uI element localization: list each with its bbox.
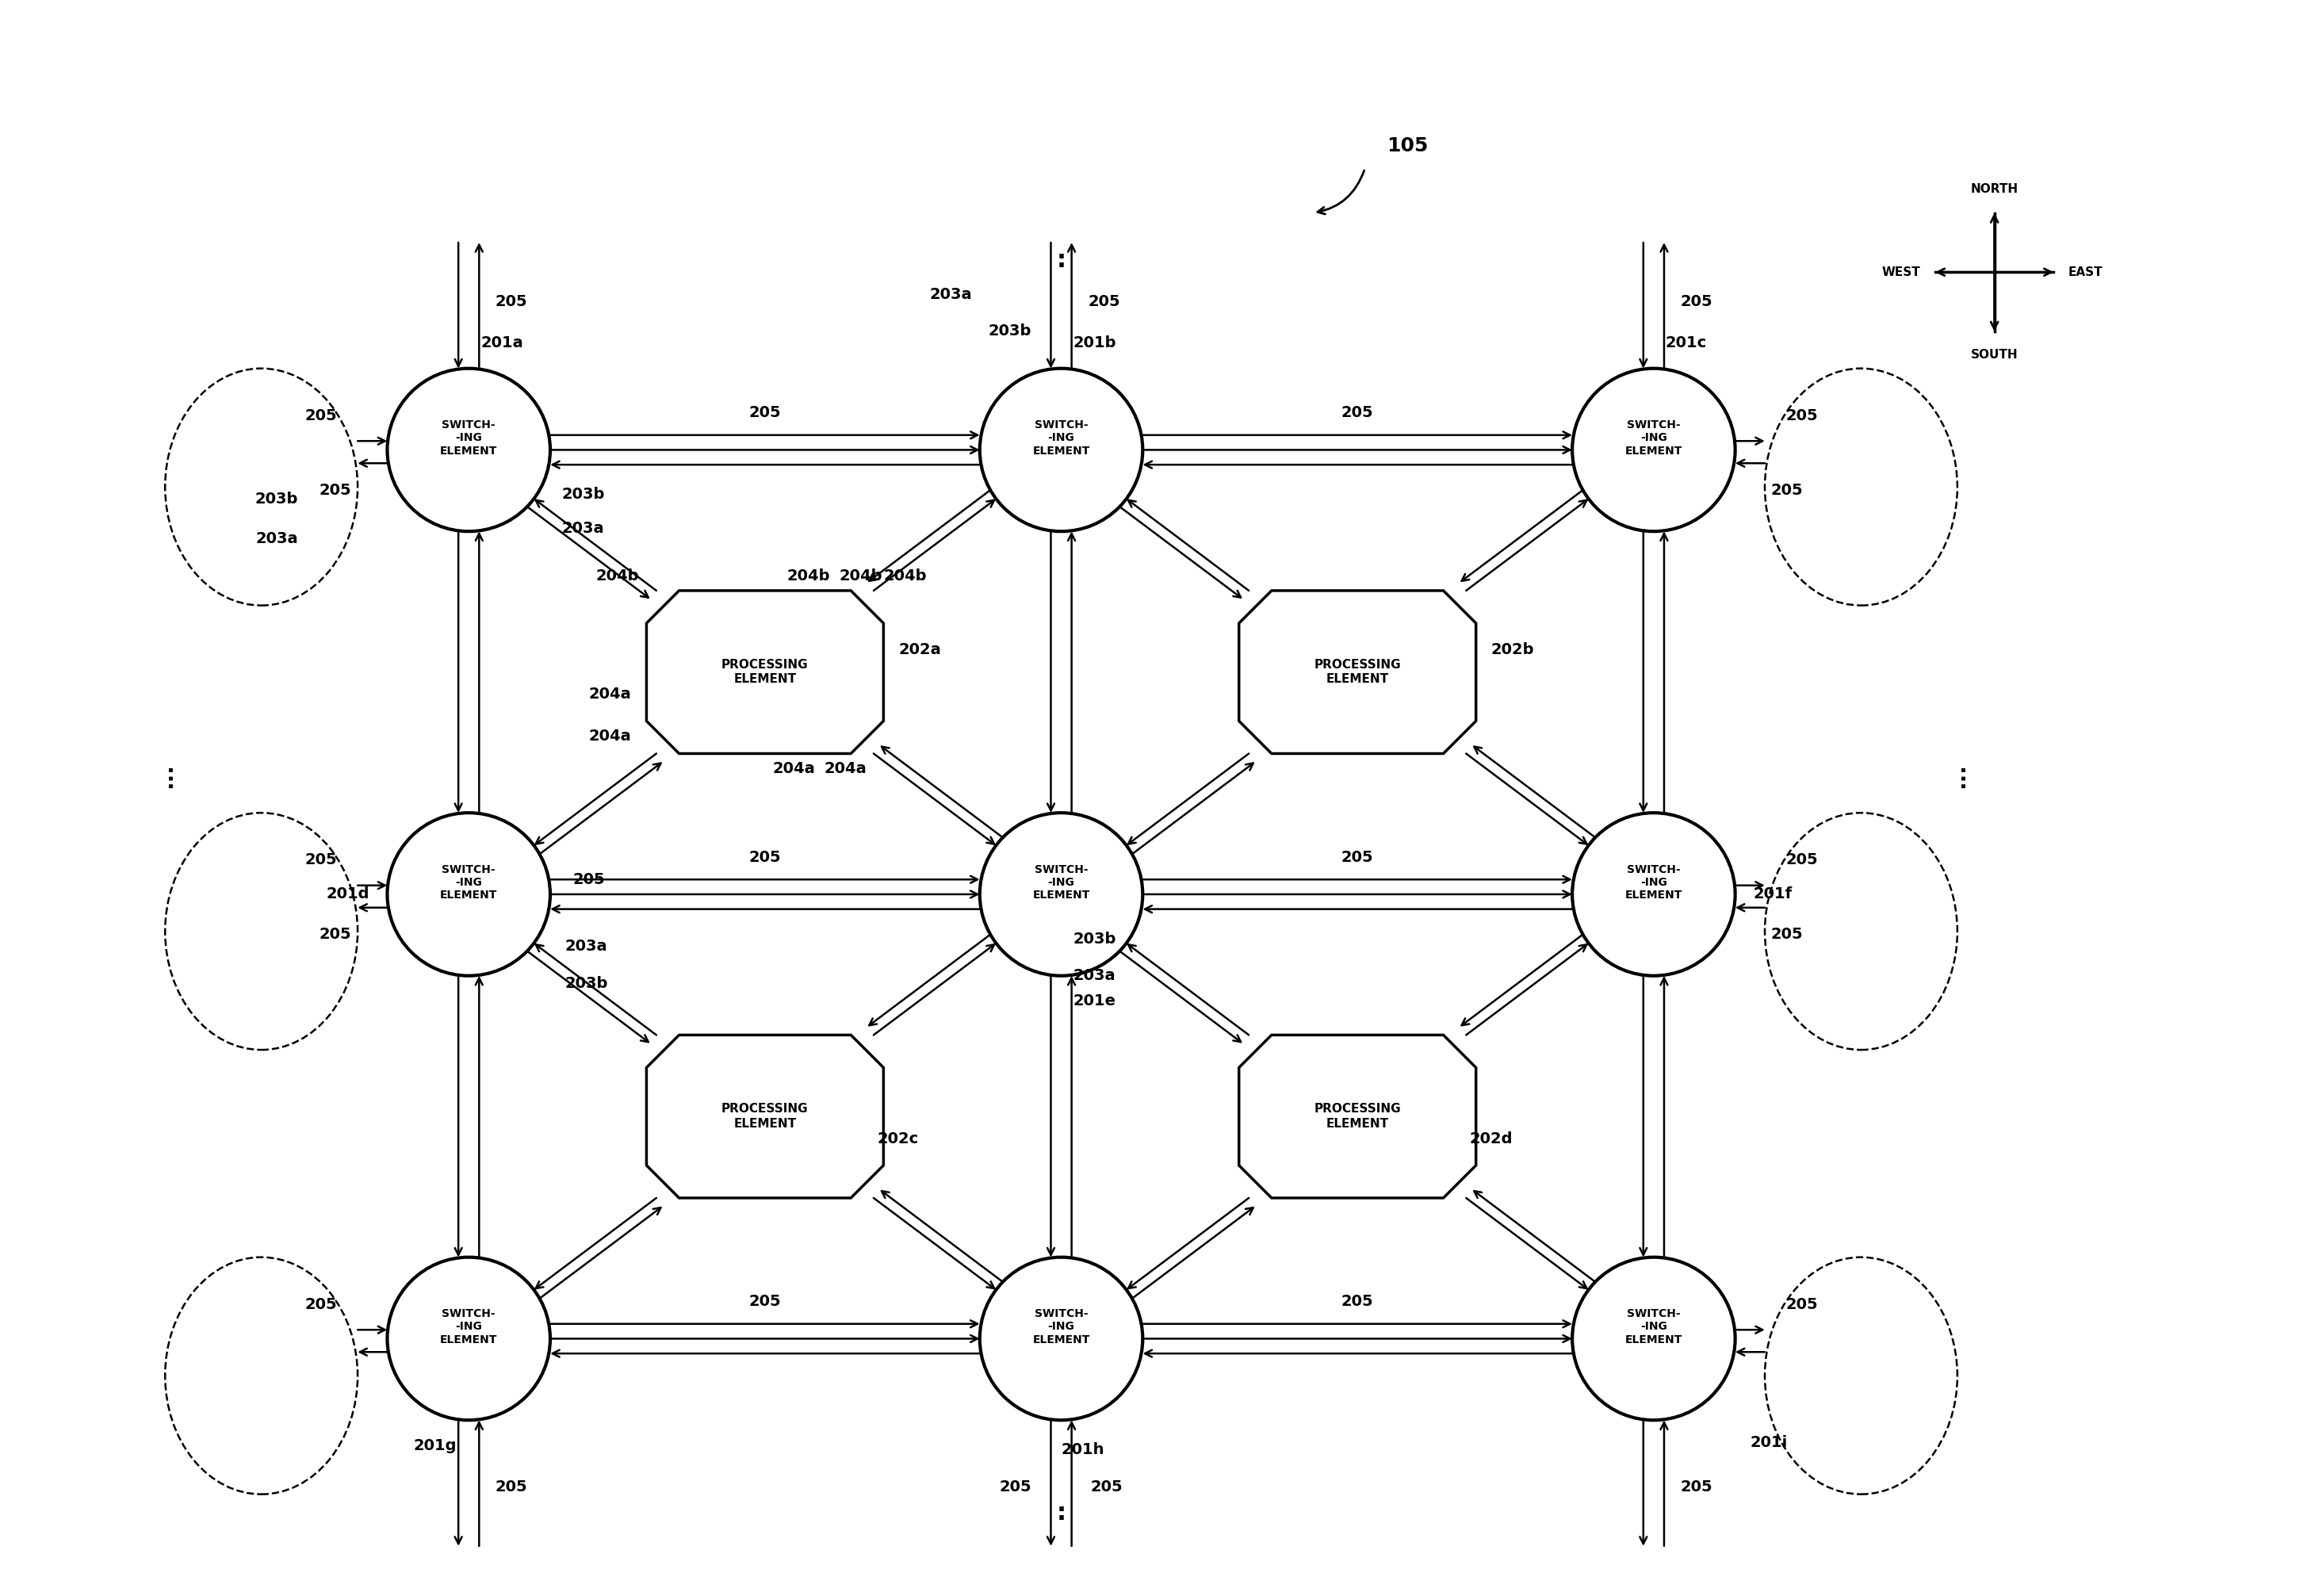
Circle shape — [1572, 1258, 1736, 1420]
Text: 204a: 204a — [588, 728, 632, 744]
Text: 205: 205 — [1000, 1479, 1032, 1494]
Text: 204a: 204a — [824, 761, 866, 776]
Text: 205: 205 — [572, 871, 604, 887]
Text: EAST: EAST — [2070, 267, 2102, 278]
Text: 205: 205 — [319, 927, 352, 942]
Text: SWITCH-
-ING
ELEMENT: SWITCH- -ING ELEMENT — [1032, 863, 1090, 900]
Text: 204b: 204b — [884, 568, 926, 583]
Polygon shape — [1239, 1036, 1477, 1199]
Text: 202b: 202b — [1491, 642, 1535, 658]
Text: 205: 205 — [748, 849, 780, 865]
Text: 105: 105 — [1387, 137, 1428, 156]
Text: 205: 205 — [1785, 409, 1817, 423]
Text: ...: ... — [1947, 763, 1968, 788]
Text: SWITCH-
-ING
ELEMENT: SWITCH- -ING ELEMENT — [440, 420, 498, 456]
Text: 202c: 202c — [877, 1132, 919, 1146]
Text: PROCESSING
ELEMENT: PROCESSING ELEMENT — [1315, 659, 1401, 685]
Text: 201e: 201e — [1074, 994, 1116, 1009]
Text: 205: 205 — [1785, 852, 1817, 868]
Text: 201i: 201i — [1750, 1435, 1787, 1451]
Polygon shape — [646, 591, 884, 753]
Text: 204b: 204b — [595, 568, 639, 583]
Circle shape — [979, 1258, 1144, 1420]
Text: 205: 205 — [1771, 927, 1803, 942]
Text: SWITCH-
-ING
ELEMENT: SWITCH- -ING ELEMENT — [440, 863, 498, 900]
Text: SWITCH-
-ING
ELEMENT: SWITCH- -ING ELEMENT — [1625, 863, 1683, 900]
Text: 201b: 201b — [1074, 335, 1116, 351]
Text: SOUTH: SOUTH — [1970, 350, 2019, 361]
Text: 205: 205 — [1088, 294, 1120, 310]
Text: SWITCH-
-ING
ELEMENT: SWITCH- -ING ELEMENT — [1625, 1309, 1683, 1345]
Text: SWITCH-
-ING
ELEMENT: SWITCH- -ING ELEMENT — [1625, 420, 1683, 456]
Circle shape — [1572, 812, 1736, 975]
Text: PROCESSING
ELEMENT: PROCESSING ELEMENT — [722, 659, 808, 685]
Text: SWITCH-
-ING
ELEMENT: SWITCH- -ING ELEMENT — [1032, 1309, 1090, 1345]
Polygon shape — [646, 1036, 884, 1199]
Text: 203b: 203b — [1074, 932, 1116, 946]
Text: 205: 205 — [306, 852, 336, 868]
Text: 205: 205 — [1771, 482, 1803, 498]
Text: 205: 205 — [1340, 849, 1373, 865]
Text: SWITCH-
-ING
ELEMENT: SWITCH- -ING ELEMENT — [440, 1309, 498, 1345]
Text: 201h: 201h — [1060, 1443, 1104, 1457]
Text: 204b: 204b — [838, 568, 882, 583]
Text: 201d: 201d — [326, 887, 370, 902]
Text: 205: 205 — [495, 1479, 528, 1494]
Circle shape — [979, 812, 1144, 975]
Text: 204a: 204a — [773, 761, 815, 776]
Text: WEST: WEST — [1882, 267, 1921, 278]
Text: 203b: 203b — [563, 487, 604, 503]
Text: ...: ... — [155, 763, 176, 788]
Text: 205: 205 — [1340, 1294, 1373, 1309]
Text: 203a: 203a — [257, 531, 299, 546]
Text: 201c: 201c — [1664, 335, 1706, 351]
Text: 201a: 201a — [482, 335, 523, 351]
Text: 204b: 204b — [787, 568, 831, 583]
Text: SWITCH-
-ING
ELEMENT: SWITCH- -ING ELEMENT — [1032, 420, 1090, 456]
Text: PROCESSING
ELEMENT: PROCESSING ELEMENT — [722, 1103, 808, 1130]
Circle shape — [979, 369, 1144, 531]
Text: 205: 205 — [1785, 1298, 1817, 1312]
Text: 202d: 202d — [1470, 1132, 1512, 1146]
Text: 204a: 204a — [588, 686, 632, 702]
Text: 205: 205 — [1681, 1479, 1713, 1494]
Circle shape — [387, 369, 551, 531]
Text: PROCESSING
ELEMENT: PROCESSING ELEMENT — [1315, 1103, 1401, 1130]
Text: 203a: 203a — [563, 520, 604, 536]
Text: 205: 205 — [1090, 1479, 1123, 1494]
Text: 205: 205 — [748, 405, 780, 420]
Text: 205: 205 — [495, 294, 528, 310]
Circle shape — [387, 812, 551, 975]
Text: 205: 205 — [1340, 405, 1373, 420]
Text: 203a: 203a — [565, 938, 607, 954]
Text: NORTH: NORTH — [1970, 184, 2019, 195]
Circle shape — [1572, 369, 1736, 531]
Text: :: : — [1056, 249, 1065, 273]
Text: 202a: 202a — [898, 642, 940, 658]
Text: 205: 205 — [319, 482, 352, 498]
Circle shape — [387, 1258, 551, 1420]
Text: 203b: 203b — [989, 324, 1032, 338]
Text: 205: 205 — [306, 409, 336, 423]
Text: 201f: 201f — [1752, 887, 1792, 902]
Text: 203b: 203b — [565, 975, 609, 991]
Text: 201g: 201g — [414, 1438, 456, 1452]
Text: 205: 205 — [1681, 294, 1713, 310]
Text: :: : — [1056, 1502, 1065, 1524]
Text: 203a: 203a — [931, 287, 972, 302]
Text: 205: 205 — [748, 1294, 780, 1309]
Text: 205: 205 — [306, 1298, 336, 1312]
Polygon shape — [1239, 591, 1477, 753]
Text: 203b: 203b — [255, 492, 299, 506]
Text: 203a: 203a — [1074, 969, 1116, 983]
